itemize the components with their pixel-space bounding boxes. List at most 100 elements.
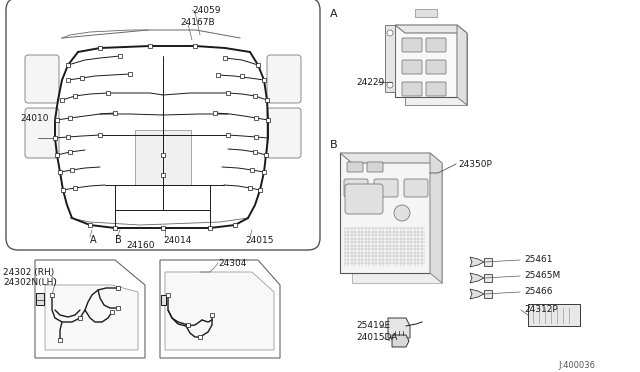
Bar: [248, 186, 252, 190]
Bar: [116, 306, 120, 310]
Bar: [161, 153, 164, 157]
Bar: [116, 286, 120, 290]
Text: 24302N(LH): 24302N(LH): [3, 278, 57, 286]
Bar: [254, 135, 258, 139]
Polygon shape: [470, 257, 484, 267]
FancyBboxPatch shape: [267, 55, 301, 103]
Polygon shape: [340, 153, 442, 163]
Bar: [211, 313, 214, 317]
Bar: [53, 136, 57, 140]
Polygon shape: [35, 260, 145, 358]
Bar: [240, 74, 244, 78]
FancyBboxPatch shape: [25, 55, 59, 103]
Bar: [484, 258, 492, 266]
Bar: [213, 111, 217, 115]
Bar: [80, 76, 84, 80]
Text: 24015: 24015: [245, 235, 273, 244]
Bar: [262, 170, 266, 174]
Bar: [484, 290, 492, 298]
Circle shape: [387, 82, 393, 88]
Bar: [61, 188, 65, 192]
Bar: [55, 153, 59, 157]
Polygon shape: [430, 153, 442, 283]
Bar: [70, 168, 74, 172]
Bar: [113, 111, 116, 115]
Text: 24350P: 24350P: [458, 160, 492, 169]
Polygon shape: [160, 260, 280, 358]
Bar: [262, 78, 266, 82]
Bar: [73, 186, 77, 190]
Text: 25461: 25461: [524, 256, 552, 264]
Bar: [266, 118, 269, 122]
Bar: [484, 274, 492, 282]
Polygon shape: [395, 25, 467, 33]
Circle shape: [394, 205, 410, 221]
Text: 24160: 24160: [126, 241, 154, 250]
Bar: [99, 46, 102, 50]
Text: 24015DA: 24015DA: [356, 334, 397, 343]
Bar: [385, 25, 395, 92]
FancyBboxPatch shape: [347, 162, 363, 172]
Polygon shape: [392, 335, 409, 347]
Text: B: B: [330, 140, 338, 150]
Bar: [88, 223, 92, 227]
Bar: [78, 316, 82, 320]
Bar: [110, 310, 114, 314]
Bar: [265, 98, 269, 102]
Bar: [340, 153, 430, 273]
Bar: [106, 91, 109, 95]
Bar: [253, 94, 257, 98]
Bar: [51, 293, 54, 297]
Bar: [68, 150, 72, 154]
FancyBboxPatch shape: [402, 60, 422, 74]
Text: 24302 (RH): 24302 (RH): [3, 269, 54, 278]
FancyBboxPatch shape: [426, 60, 446, 74]
Bar: [250, 168, 253, 172]
Text: 24014: 24014: [163, 235, 191, 244]
Polygon shape: [470, 273, 484, 283]
Bar: [256, 63, 260, 67]
Bar: [60, 98, 64, 102]
Bar: [58, 170, 61, 174]
Bar: [227, 133, 230, 137]
FancyBboxPatch shape: [404, 179, 428, 197]
Bar: [415, 9, 437, 17]
Bar: [58, 338, 61, 342]
Bar: [161, 226, 164, 230]
Text: 24304: 24304: [218, 259, 246, 267]
Text: B: B: [115, 235, 122, 245]
Bar: [128, 72, 132, 76]
FancyBboxPatch shape: [367, 162, 383, 172]
Text: 24312P: 24312P: [524, 305, 557, 314]
FancyBboxPatch shape: [25, 108, 59, 158]
Bar: [259, 188, 262, 192]
FancyBboxPatch shape: [267, 108, 301, 158]
Polygon shape: [388, 318, 410, 338]
FancyBboxPatch shape: [402, 82, 422, 96]
Bar: [223, 56, 227, 60]
Bar: [36, 293, 44, 305]
FancyBboxPatch shape: [6, 0, 320, 250]
Text: 24167B: 24167B: [180, 17, 214, 26]
Text: A: A: [330, 9, 338, 19]
Text: J:400036: J:400036: [558, 360, 595, 369]
Text: 24229: 24229: [356, 77, 384, 87]
Bar: [253, 150, 257, 154]
FancyBboxPatch shape: [402, 38, 422, 52]
Text: 24059: 24059: [192, 6, 221, 15]
Bar: [113, 226, 116, 230]
Bar: [68, 116, 72, 120]
Bar: [55, 118, 59, 122]
Bar: [254, 116, 258, 120]
Bar: [208, 226, 212, 230]
Bar: [161, 173, 164, 177]
Bar: [118, 54, 122, 58]
Bar: [352, 163, 442, 283]
Text: A: A: [90, 235, 97, 245]
Bar: [227, 91, 230, 95]
Bar: [67, 135, 70, 139]
Bar: [67, 78, 70, 82]
FancyBboxPatch shape: [426, 82, 446, 96]
Bar: [73, 94, 77, 98]
Bar: [99, 133, 102, 137]
